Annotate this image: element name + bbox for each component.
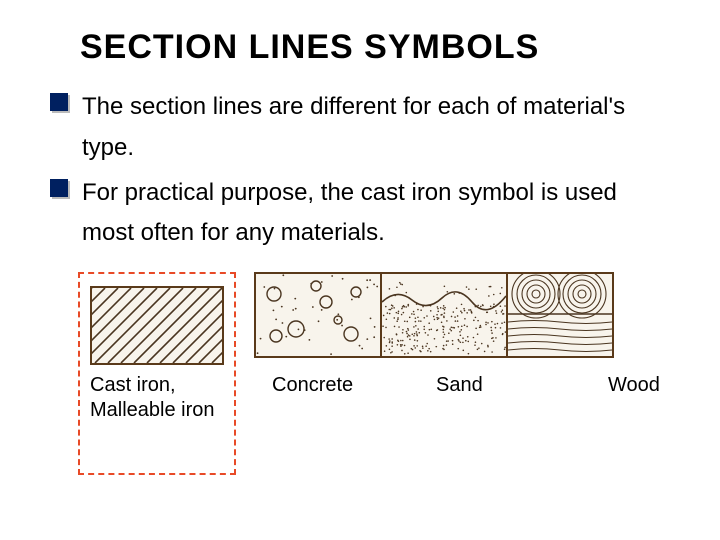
slide-title: SECTION LINES SYMBOLS: [80, 28, 670, 67]
label-concrete: Concrete: [254, 374, 396, 397]
bullet-square-icon: [50, 93, 68, 111]
right-swatch-group: Concrete Sand Wood: [254, 272, 712, 397]
swatch-wood: [508, 272, 614, 358]
bullet-2: For practical purpose, the cast iron sym…: [50, 173, 670, 255]
label-cast-iron: Cast iron,Malleable iron: [90, 373, 224, 423]
swatch-concrete: [254, 272, 382, 358]
bullet-square-icon: [50, 179, 68, 197]
swatch-cast-iron: [90, 286, 224, 365]
label-wood: Wood: [560, 374, 712, 397]
bullet-1: The section lines are different for each…: [50, 87, 670, 169]
label-sand: Sand: [396, 374, 560, 397]
highlighted-box: Cast iron,Malleable iron: [78, 272, 236, 475]
bullet-2-text: For practical purpose, the cast iron sym…: [82, 173, 670, 255]
swatch-sand: [382, 272, 508, 358]
bullet-1-text: The section lines are different for each…: [82, 87, 670, 169]
diagrams-row: Cast iron,Malleable iron Concrete Sand W…: [78, 272, 670, 475]
